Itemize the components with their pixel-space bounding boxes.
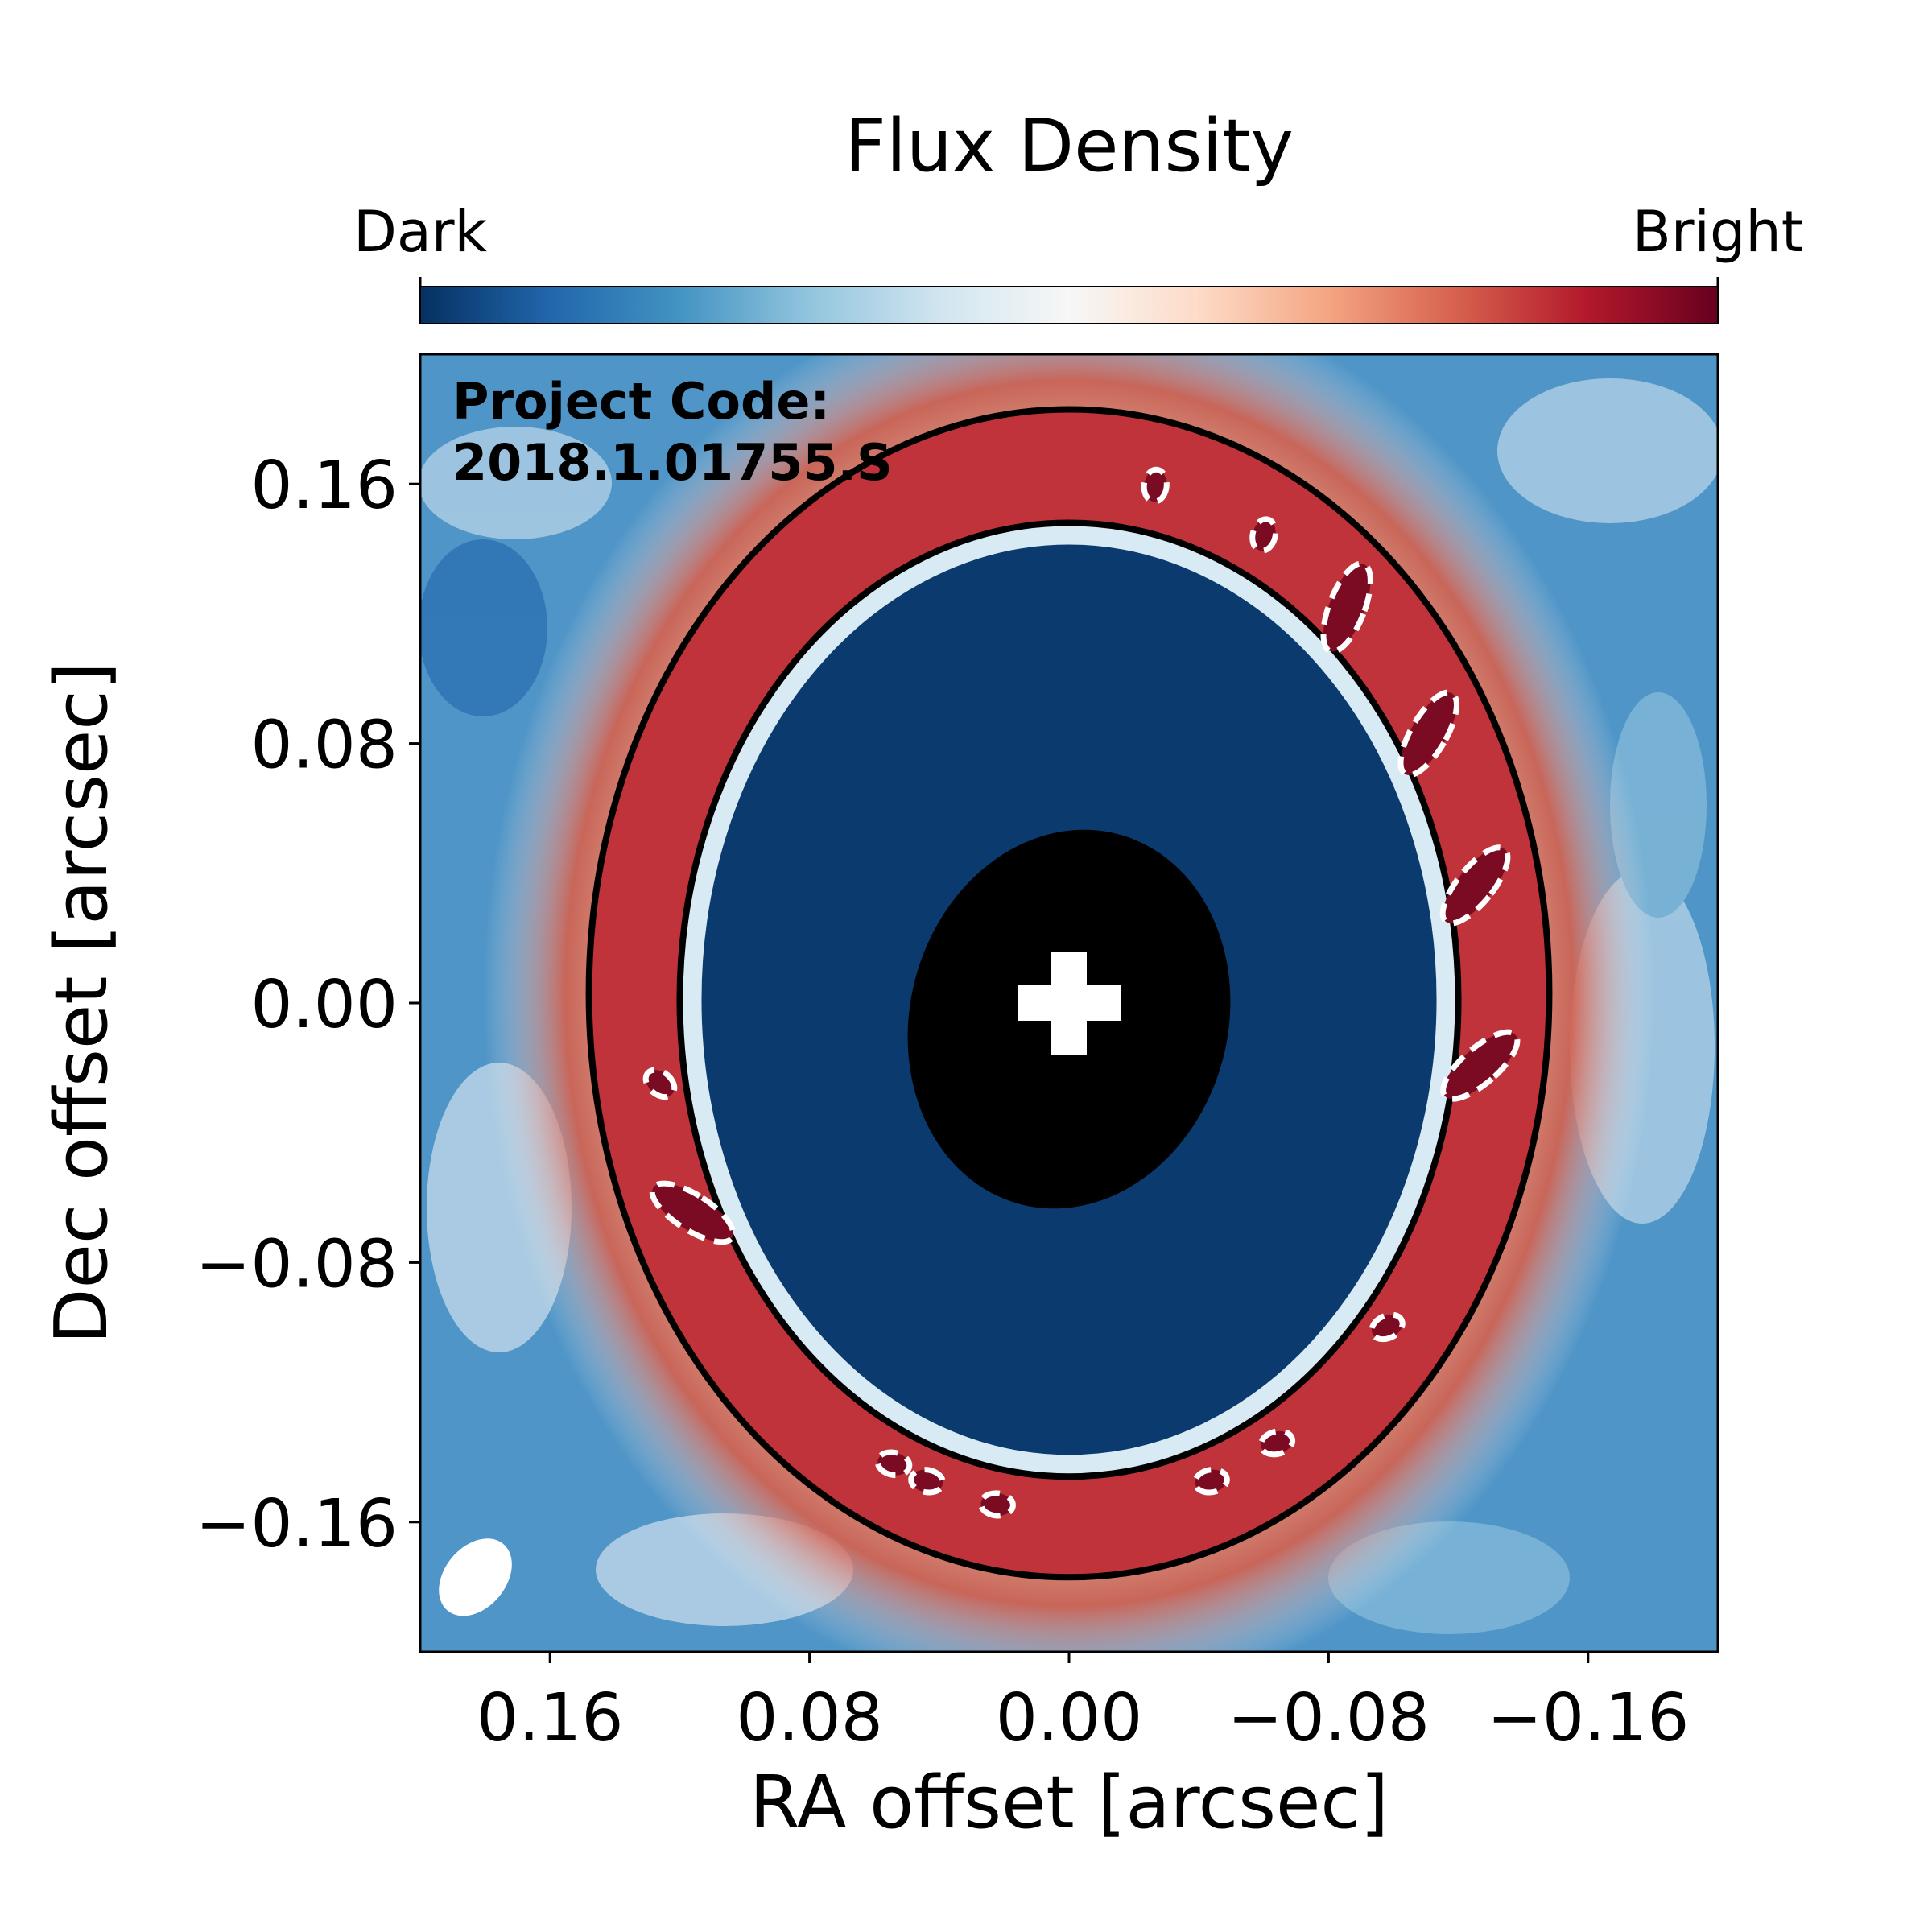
bright-clump-contours	[642, 466, 1521, 1519]
bright-clump-contour	[649, 1180, 737, 1245]
project-code-value: 2018.1.01755.S	[452, 433, 893, 492]
bright-clump-contour	[1320, 560, 1373, 654]
bright-clump-contour	[1440, 1029, 1521, 1102]
outer-contour	[585, 406, 1553, 1581]
project-code-label: Project Code:	[452, 372, 830, 431]
bright-clump-contour	[1397, 689, 1459, 778]
bright-clump-contour	[642, 1067, 678, 1100]
bright-clump-contour	[977, 1490, 1016, 1519]
x-tick-label: 0.00	[996, 1680, 1143, 1757]
bright-clump-contour	[908, 1467, 946, 1496]
y-axis-ticks: 0.16 0.08 0.00 −0.08 −0.16	[196, 448, 420, 1563]
image-panel	[420, 354, 1718, 1652]
y-tick-label: 0.00	[250, 967, 398, 1043]
y-tick-label: −0.16	[196, 1486, 398, 1563]
bright-clump-contour	[1439, 844, 1511, 927]
noise-patch	[420, 539, 547, 716]
x-tick-label: −0.16	[1487, 1680, 1689, 1757]
y-axis-label: Dec offset [arcsec]	[39, 662, 124, 1344]
x-tick-label: 0.08	[736, 1680, 883, 1757]
chart-title: Flux Density	[844, 104, 1294, 188]
star-position-marker	[1018, 952, 1121, 1055]
bright-clump-contour	[1192, 1467, 1230, 1496]
y-tick-label: 0.16	[250, 448, 398, 524]
bright-clump-contour	[1257, 1428, 1296, 1458]
bright-clump-contour	[874, 1449, 913, 1479]
inner-contour	[676, 519, 1462, 1480]
x-axis-label: RA offset [arcsec]	[749, 1761, 1389, 1845]
x-axis-ticks: 0.16 0.08 0.00 −0.08 −0.16	[477, 1652, 1689, 1757]
colorbar-high-label: Bright	[1633, 199, 1804, 265]
beam-ellipse	[439, 1538, 512, 1616]
y-tick-label: 0.08	[250, 708, 398, 784]
noise-patch	[420, 427, 612, 539]
x-tick-label: 0.16	[477, 1680, 624, 1757]
colorbar-low-label: Dark	[353, 199, 488, 265]
y-tick-label: −0.08	[196, 1226, 398, 1302]
bright-clump-contour	[1368, 1311, 1406, 1343]
colorbar	[419, 286, 1719, 324]
bright-clump-contour	[1141, 466, 1170, 505]
noise-patch	[1497, 378, 1718, 523]
bright-clump-contour	[1249, 516, 1279, 554]
x-tick-label: −0.08	[1228, 1680, 1430, 1757]
